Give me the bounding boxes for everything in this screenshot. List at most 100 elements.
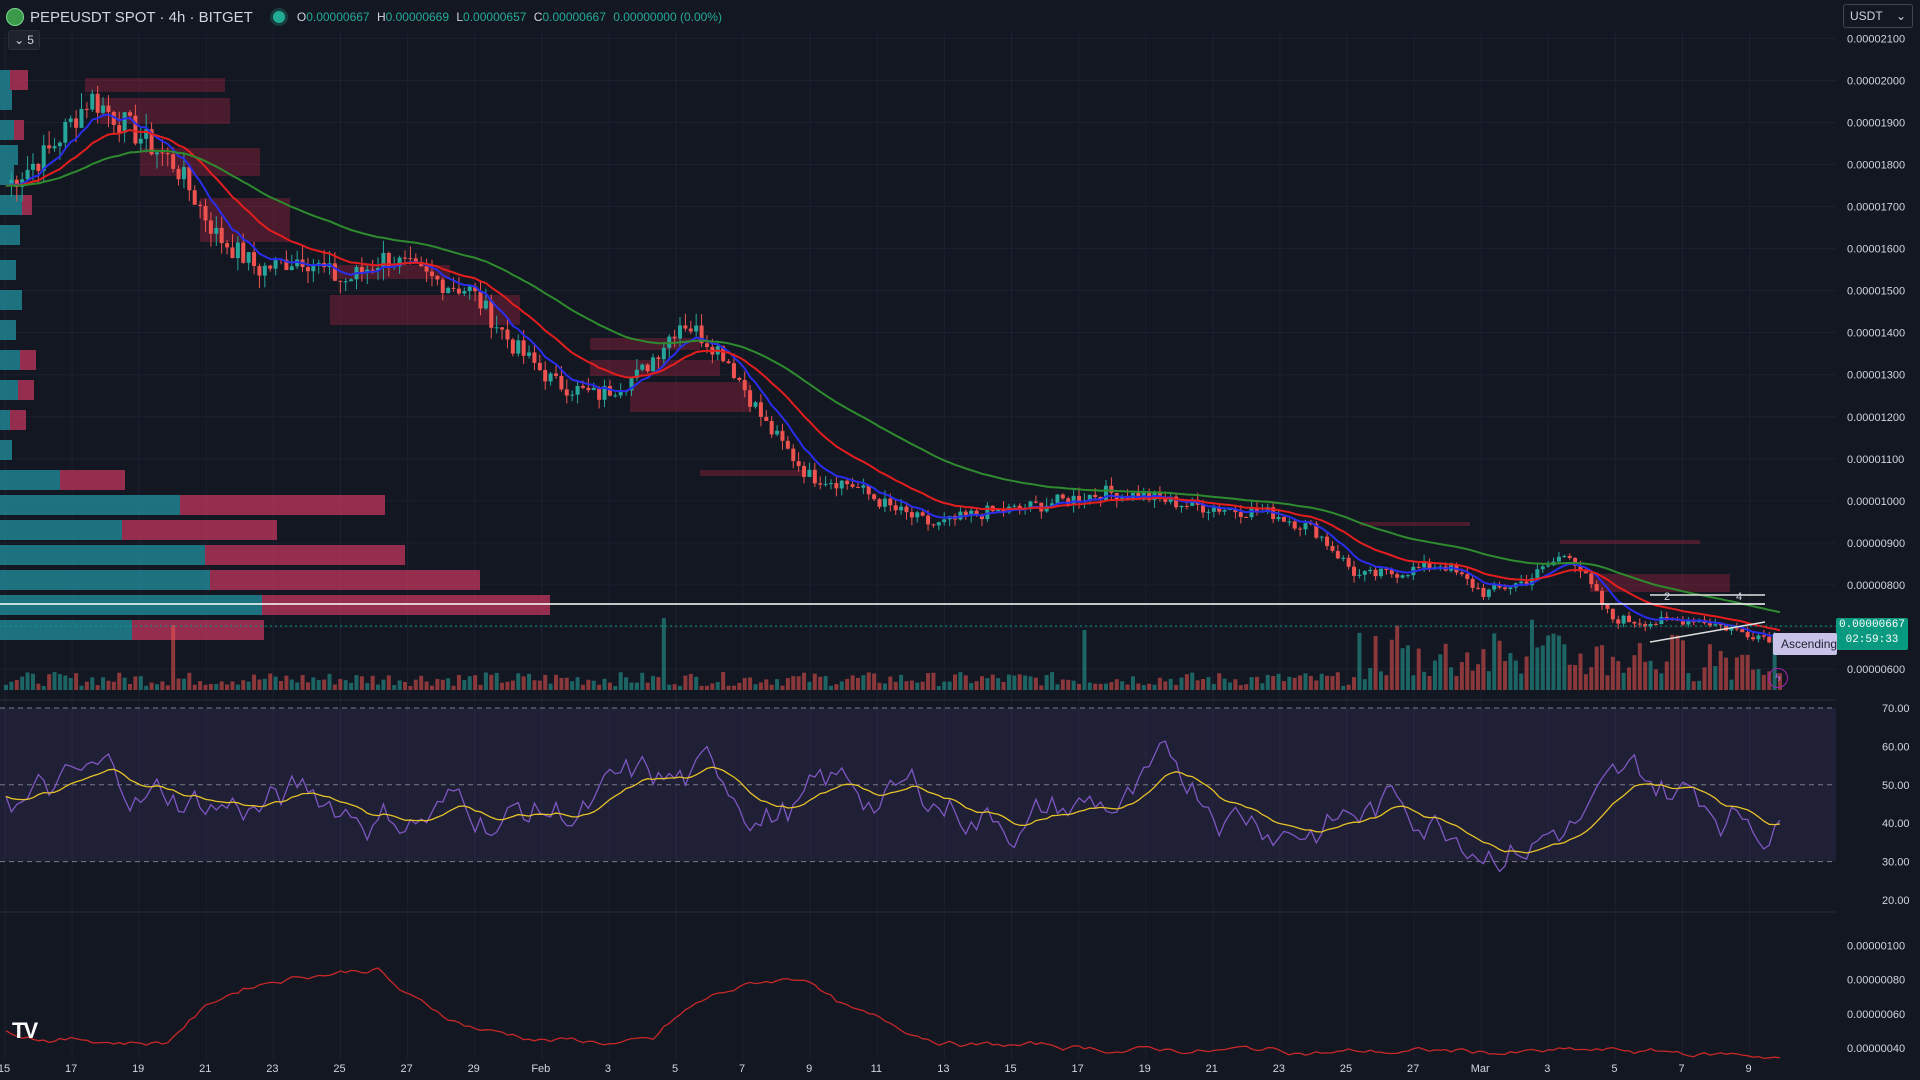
volume-bar [1740,654,1745,690]
volume-bar [1416,648,1421,690]
volume-bar [1411,675,1416,690]
volume-bar [1427,676,1432,690]
volume-profile-up-row [0,545,205,565]
candle-body [1362,571,1367,575]
candle-body [1476,587,1481,589]
candle-body [225,243,230,248]
candle-body [1330,545,1335,551]
candle-body [1060,494,1065,499]
volume-bar [985,678,990,690]
volume-bar [613,685,618,690]
volume-bar [915,682,920,690]
volume-bar [1362,679,1367,690]
volume-bar [322,679,327,690]
volume-bar [1001,681,1006,690]
volume-bar [1556,635,1561,690]
price-axis-label: 0.00001500 [1847,286,1905,298]
volume-bar [1697,680,1702,690]
candle-body [688,328,693,332]
candle-body [1012,505,1017,507]
volume-bar [225,684,230,690]
candle-body [726,361,731,364]
date-axis-label: 3 [605,1063,611,1075]
volume-bar [241,680,246,690]
candle-body [1287,521,1292,523]
volume-bar [855,677,860,690]
volume-bar [1352,677,1357,690]
volume-profile-up-row [0,470,60,490]
date-axis-label: 5 [672,1063,678,1075]
candle-body [1767,636,1772,643]
candle-body [36,163,41,172]
close-label: C [533,10,543,24]
volume-bar [926,673,931,690]
candle-body [834,483,839,489]
volume-bar [1459,662,1464,690]
volume-bar [1109,682,1114,690]
volume-bar [537,680,542,690]
candle-body [440,279,445,293]
volume-bar [1136,683,1141,690]
candle-body [791,448,796,462]
candle-body [1535,569,1540,579]
candle-body [1217,507,1222,512]
volume-bar [198,681,203,690]
indicators-collapse-button[interactable]: ⌄ 5 [8,30,40,50]
volume-bar [780,685,785,690]
volume-bar [963,675,968,690]
candle-body [500,327,505,330]
candle-body [1184,505,1189,507]
volume-bar [1098,683,1103,690]
candle-body [1400,575,1405,578]
volume-bar [1546,635,1551,690]
candle-body [1206,511,1211,513]
volume-bar [252,674,257,690]
candle-body [1540,566,1545,570]
candle-body [996,509,1001,512]
candle-body [737,377,742,380]
candle-body [424,266,429,272]
volume-bar [171,625,176,690]
volume-bar [597,684,602,690]
volume-bar [25,672,30,690]
volume-bar [20,676,25,690]
volume-bar [1249,677,1254,690]
candle-body [645,364,650,372]
volume-bar [462,679,467,690]
price-axis-label: 0.00002000 [1847,75,1905,87]
pattern-label[interactable]: Ascending [1773,633,1837,655]
tradingview-logo[interactable]: TV [12,1018,38,1043]
volume-bar [90,677,95,690]
candle-body [1481,587,1486,597]
candle-body [742,379,747,391]
date-axis-label: 7 [1678,1063,1684,1075]
candle-body [1761,635,1766,637]
volume-bar [1627,667,1632,690]
candle-body [332,263,337,281]
volume-bar [624,677,629,690]
candle-body [370,269,375,271]
candle-body [165,153,170,155]
candle-body [1314,523,1319,538]
volume-bar [1670,634,1675,690]
volume-bar [246,681,251,690]
volume-bar [893,681,898,690]
volume-profile-down-row [132,620,264,640]
candle-body [376,267,381,271]
symbol-title[interactable]: PEPEUSDT SPOT · 4h · BITGET [30,8,253,26]
currency-select[interactable]: USDT ⌄ [1843,4,1913,28]
lightning-icon[interactable]: ϟ [1768,668,1788,688]
candle-body [235,242,240,259]
volume-bar [1395,625,1400,690]
volume-bar [230,681,235,690]
candle-body [1562,555,1567,557]
candle-body [850,484,855,487]
volume-bar [327,673,332,690]
volume-bar [1589,667,1594,690]
volume-bar [235,684,240,690]
candle-body [1157,492,1162,498]
candle-body [241,242,246,263]
market-status-icon[interactable] [272,11,285,23]
candle-body [1470,578,1475,588]
